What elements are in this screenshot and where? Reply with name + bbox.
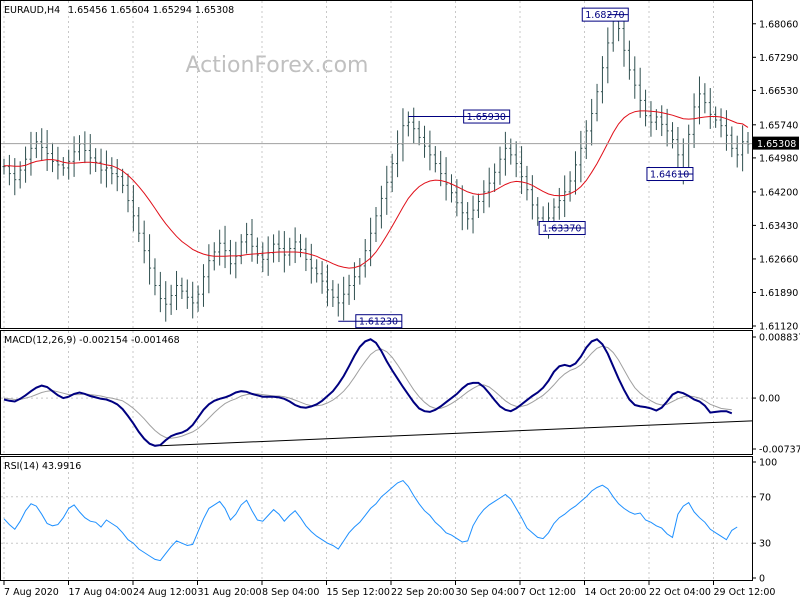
- x-tick-label: 22 Oct 04:00: [649, 587, 711, 598]
- symbol-label: EURAUD,H4: [4, 5, 60, 16]
- current-price-label: 1.65308: [757, 139, 796, 150]
- rsi-tick-label: 70: [759, 492, 771, 503]
- annotation-label: 1.68270: [585, 10, 624, 21]
- annotation-label: 1.63370: [542, 224, 581, 235]
- vertical-grid: [3, 1, 714, 580]
- macd-tick-label: -0.00737: [759, 445, 800, 456]
- ohlc-values: 1.65456 1.65604 1.65294 1.65308: [68, 5, 234, 16]
- x-tick-label: 7 Aug 2020: [4, 587, 59, 598]
- rsi-series: 100 70 30 0: [1, 458, 777, 585]
- macd-tick-label: 0.008837: [759, 333, 800, 344]
- annotation-label: 1.65930: [467, 112, 506, 123]
- macd-signal-line: [3, 345, 732, 439]
- price-annotations: 1.68270 1.65930 1.64610 1.63370 1.61230: [338, 7, 694, 329]
- price-tick-label: 1.61890: [759, 288, 798, 299]
- x-tick-label: 8 Sep 04:00: [262, 587, 319, 598]
- price-panel-frame: [0, 0, 753, 329]
- x-tick-label: 29 Oct 12:00: [714, 587, 776, 598]
- x-tick-label: 15 Sep 12:00: [327, 587, 390, 598]
- watermark: ActionForex.com: [186, 53, 369, 78]
- price-axis: 1.68060 1.67290 1.66530 1.65740 1.64980 1.642…: [1, 19, 799, 333]
- rsi-tick-label: 30: [759, 539, 771, 550]
- macd-line: [3, 338, 733, 447]
- x-tick-label: 17 Aug 04:00: [69, 587, 133, 598]
- price-tick-label: 1.66530: [759, 86, 798, 97]
- annotation-label: 1.61230: [359, 317, 398, 328]
- macd-tick-label: 0.00: [759, 394, 780, 405]
- price-tick-label: 1.67290: [759, 53, 798, 64]
- x-tick-label: 24 Aug 12:00: [133, 587, 197, 598]
- macd-series: 0.008837 0.00 -0.00737: [1, 333, 800, 456]
- annotation-label: 1.64610: [650, 170, 689, 181]
- rsi-tick-label: 100: [759, 458, 777, 469]
- x-tick-label: 30 Sep 04:00: [456, 587, 519, 598]
- x-tick-label: 7 Oct 12:00: [520, 587, 576, 598]
- price-tick-label: 1.63430: [759, 221, 798, 232]
- rsi-label: RSI(14) 43.9916: [4, 461, 81, 472]
- moving-average: [4, 110, 749, 269]
- rsi-panel-frame: [0, 456, 753, 581]
- macd-trendline: [160, 420, 753, 447]
- current-price-box: [753, 136, 799, 150]
- moving-average-line: [4, 110, 749, 269]
- x-tick-label: 22 Sep 20:00: [391, 587, 454, 598]
- price-tick-label: 1.64200: [759, 187, 798, 198]
- x-tick-label: 14 Oct 20:00: [585, 587, 647, 598]
- macd-panel-frame: [0, 330, 753, 455]
- price-tick-label: 1.62660: [759, 254, 798, 265]
- rsi-line: [3, 480, 738, 562]
- price-tick-label: 1.64980: [759, 153, 798, 164]
- time-axis: 7 Aug 2020 17 Aug 04:00 24 Aug 12:00 31 Aug…: [3, 581, 776, 598]
- macd-label: MACD(12,26,9) -0.002154 -0.001468: [4, 335, 180, 346]
- rsi-tick-label: 0: [759, 574, 765, 585]
- price-tick-label: 1.61120: [759, 322, 798, 333]
- price-tick-label: 1.65740: [759, 120, 798, 131]
- price-candles: [2, 8, 750, 322]
- price-tick-label: 1.68060: [759, 19, 798, 30]
- x-tick-label: 31 Aug 20:00: [198, 587, 262, 598]
